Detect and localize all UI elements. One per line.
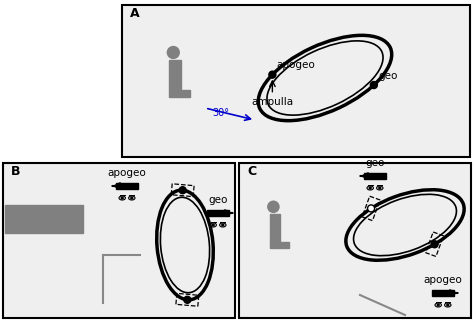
Circle shape [369,187,371,189]
Bar [171,184,194,197]
Circle shape [212,224,214,226]
Circle shape [379,187,381,189]
Circle shape [269,71,276,78]
Bar [362,196,380,221]
Circle shape [184,296,191,303]
Bar [176,293,199,306]
Text: B: B [11,165,20,178]
Text: apogeo: apogeo [276,60,315,70]
Text: ampulla: ampulla [251,97,293,107]
Circle shape [437,304,439,306]
Ellipse shape [48,208,76,232]
Bar [432,290,454,296]
Text: C: C [247,165,256,178]
Bar [5,205,83,233]
Bar [364,173,386,179]
Ellipse shape [167,46,179,58]
Bar [170,90,190,97]
Text: 30°: 30° [212,108,229,118]
Circle shape [447,304,449,306]
Bar [270,214,280,242]
Circle shape [222,224,224,226]
Bar [170,60,181,90]
Text: geo: geo [379,71,398,81]
Text: apogeo: apogeo [108,168,146,178]
Bar [426,232,444,256]
Circle shape [367,205,374,212]
Bar [122,5,470,157]
Text: apogeo: apogeo [424,275,462,285]
Bar [207,210,229,216]
Circle shape [179,187,186,194]
Bar [3,163,235,318]
Text: A: A [130,7,140,20]
Bar [239,163,471,318]
Bar [270,242,289,248]
Text: geo: geo [365,158,385,168]
Circle shape [131,197,133,199]
Ellipse shape [268,201,279,213]
Circle shape [370,81,377,89]
Bar [116,183,138,189]
Circle shape [121,197,123,199]
Circle shape [431,241,438,248]
Text: geo: geo [208,195,228,205]
